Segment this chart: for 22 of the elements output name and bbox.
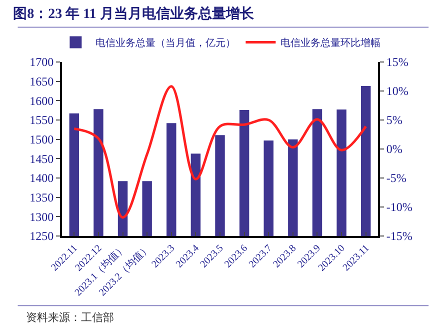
y2-tick-label: -15%	[386, 229, 412, 244]
legend-label: 电信业务总量环比增幅	[280, 37, 381, 50]
y2-tick-label: 0%	[386, 142, 402, 156]
text: 资料来源：工信部	[26, 311, 114, 324]
y2-tick-label: 15%	[386, 55, 408, 70]
legend-label: 电信业务总量（当月值，亿元）	[96, 37, 236, 50]
y2-tick-label: 5%	[386, 113, 402, 128]
y2-tick-label: -5%	[386, 171, 406, 186]
y-tick-label: 1400	[30, 171, 54, 186]
line-series	[72, 85, 368, 219]
y-tick-label: 1650	[30, 74, 54, 89]
chart-title: 图8：23 年 11 月当月电信业务总量增长	[13, 6, 255, 22]
y-tick-label: 1600	[30, 94, 54, 108]
y-tick-label: 1250	[30, 229, 54, 244]
y-tick-label: 1300	[30, 210, 54, 224]
y2-tick-label: -10%	[386, 200, 412, 214]
y2-tick-label: 10%	[386, 84, 408, 98]
y-tick-label: 1550	[30, 113, 54, 128]
y-tick-label: 1450	[30, 152, 54, 166]
y-tick-label: 1350	[30, 190, 54, 205]
y-tick-label: 1700	[30, 55, 54, 70]
y-tick-label: 1500	[30, 132, 54, 147]
